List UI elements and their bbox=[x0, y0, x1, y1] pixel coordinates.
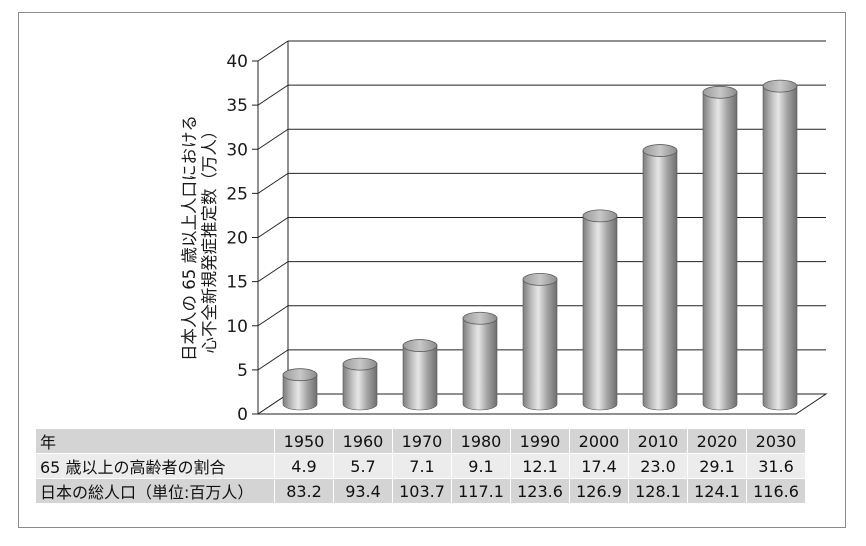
table-cell: 1950 bbox=[274, 429, 334, 454]
table-cell: 2020 bbox=[687, 429, 747, 454]
table-cell: 1970 bbox=[392, 429, 452, 454]
y-axis-label-line-1: 日本人の 65 歳以上人口における bbox=[180, 115, 199, 361]
table-cell: 2010 bbox=[628, 429, 688, 454]
bar-2010 bbox=[642, 144, 678, 411]
bar-1990 bbox=[522, 272, 558, 411]
bar-top-1970 bbox=[402, 339, 438, 352]
table-cell: 117.1 bbox=[451, 478, 511, 504]
bar-2020 bbox=[702, 85, 738, 411]
y-tick-label-10: 10 bbox=[226, 317, 248, 337]
bar-top-2020 bbox=[702, 85, 738, 99]
bar-top-2030 bbox=[762, 79, 798, 93]
table-cell: 12.1 bbox=[510, 453, 570, 479]
bar-top-2000 bbox=[582, 209, 618, 223]
y-tick-label-30: 30 bbox=[226, 140, 248, 160]
y-tick-label-25: 25 bbox=[226, 184, 248, 204]
bars bbox=[282, 79, 798, 411]
bar-body-1970 bbox=[402, 345, 438, 411]
table-cell: 128.1 bbox=[628, 478, 688, 504]
table-cell: 103.7 bbox=[392, 478, 452, 504]
table-row: 日本の総人口（単位:百万人） 83.2 93.4 103.7 117.1 123.6 126… bbox=[36, 478, 806, 504]
grid-diagonal-5 bbox=[257, 349, 289, 371]
bar-top-1990 bbox=[522, 272, 558, 286]
bar-body-1990 bbox=[522, 279, 558, 411]
grid-diagonal-40 bbox=[257, 40, 289, 62]
y-axis-label-line-2: 心不全新規発症推定数（万人） bbox=[200, 122, 219, 354]
table-cell: 123.6 bbox=[510, 478, 570, 504]
y-tick-label-40: 40 bbox=[226, 52, 248, 72]
table-cell: 23.0 bbox=[628, 453, 688, 479]
table-cell: 124.1 bbox=[687, 478, 747, 504]
table-cell: 29.1 bbox=[687, 453, 747, 479]
table-cell: 5.7 bbox=[333, 453, 393, 479]
table-cell: 93.4 bbox=[333, 478, 393, 504]
table-cell: 2030 bbox=[746, 429, 806, 454]
bar-body-1950 bbox=[282, 374, 318, 411]
bar-2000 bbox=[582, 209, 618, 411]
y-tick-label-20: 20 bbox=[226, 229, 248, 249]
table-cell: 126.9 bbox=[569, 478, 629, 504]
bar-1960 bbox=[342, 357, 378, 411]
grid-diagonal-10 bbox=[257, 305, 289, 327]
y-axis: 0 5 10 15 20 25 30 35 40 bbox=[226, 52, 259, 425]
y-tick-label-0: 0 bbox=[237, 405, 248, 425]
bar-top-1950 bbox=[282, 368, 318, 382]
bar-body-1980 bbox=[462, 317, 498, 411]
table-cell: 1960 bbox=[333, 429, 393, 454]
table-cell: 4.9 bbox=[274, 453, 334, 479]
grid-diagonal-25 bbox=[257, 172, 289, 194]
table-row: 年 1950 1960 1970 1980 1990 2000 2010 2020 2030 bbox=[36, 429, 806, 454]
bar-body-2000 bbox=[582, 215, 618, 411]
row-header: 年 bbox=[36, 429, 275, 454]
bar-1950 bbox=[282, 368, 318, 411]
grid-diagonal-30 bbox=[257, 128, 289, 150]
grid-diagonal-20 bbox=[257, 217, 289, 238]
table-row: 65 歳以上の高齢者の割合 4.9 5.7 7.1 9.1 12.1 17.4 23.0 29.… bbox=[36, 453, 806, 479]
bar-1970 bbox=[402, 339, 438, 411]
table-cell: 2000 bbox=[569, 429, 629, 454]
table-cell: 7.1 bbox=[392, 453, 452, 479]
row-header: 日本の総人口（単位:百万人） bbox=[36, 478, 275, 504]
bar-top-1960 bbox=[342, 357, 378, 371]
y-tick-label-15: 15 bbox=[226, 273, 248, 293]
bar-body-2030 bbox=[762, 85, 798, 411]
table-cell: 9.1 bbox=[451, 453, 511, 479]
table-cell: 1990 bbox=[510, 429, 570, 454]
table-cell: 1980 bbox=[451, 429, 511, 454]
bar-body-2020 bbox=[702, 92, 738, 411]
grid-diagonal-35 bbox=[257, 84, 289, 106]
table-cell: 31.6 bbox=[746, 453, 806, 479]
y-tick-label-35: 35 bbox=[226, 96, 248, 116]
table-cell: 83.2 bbox=[274, 478, 334, 504]
row-header: 65 歳以上の高齢者の割合 bbox=[36, 453, 275, 479]
bar-1980 bbox=[462, 311, 498, 411]
bar-top-1980 bbox=[462, 311, 498, 325]
data-table: 年 1950 1960 1970 1980 1990 2000 2010 2020 2030 65 … bbox=[36, 429, 806, 504]
grid-diagonal-15 bbox=[257, 261, 289, 283]
bar-2030 bbox=[762, 79, 798, 411]
bar-top-2010 bbox=[642, 144, 678, 157]
y-tick-label-5: 5 bbox=[237, 361, 248, 381]
bar-body-1960 bbox=[342, 363, 378, 411]
bar-body-2010 bbox=[642, 150, 678, 411]
table-cell: 17.4 bbox=[569, 453, 629, 479]
table-cell: 116.6 bbox=[746, 478, 806, 504]
